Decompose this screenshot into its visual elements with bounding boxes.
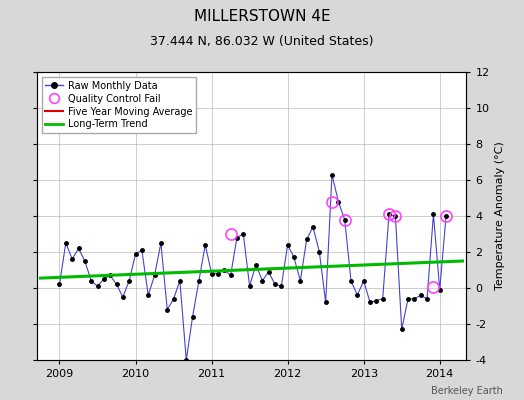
- Y-axis label: Temperature Anomaly (°C): Temperature Anomaly (°C): [495, 142, 505, 290]
- Text: Berkeley Earth: Berkeley Earth: [431, 386, 503, 396]
- Text: MILLERSTOWN 4E: MILLERSTOWN 4E: [194, 9, 330, 24]
- Legend: Raw Monthly Data, Quality Control Fail, Five Year Moving Average, Long-Term Tren: Raw Monthly Data, Quality Control Fail, …: [41, 77, 196, 133]
- Text: 37.444 N, 86.032 W (United States): 37.444 N, 86.032 W (United States): [150, 35, 374, 48]
